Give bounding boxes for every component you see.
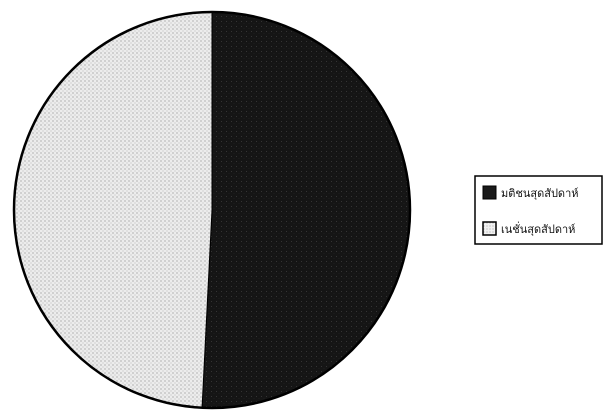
pie-slice-1 [13, 11, 213, 409]
pie-slices [13, 11, 411, 409]
legend-label-0: มติชนสุดสัปดาห์ [501, 187, 579, 200]
legend-item-1: เนชั่นสุดสัปดาห์ [482, 221, 575, 236]
legend-item-0: มติชนสุดสัปดาห์ [482, 185, 579, 200]
pie-outline [12, 10, 412, 410]
pie-slice-0 [201, 11, 411, 409]
legend-swatch-0 [482, 185, 497, 200]
legend-label-1: เนชั่นสุดสัปดาห์ [501, 221, 575, 236]
legend: มติชนสุดสัปดาห์ เนชั่นสุดสัปดาห์ [474, 175, 603, 245]
legend-swatch-1 [482, 221, 497, 236]
